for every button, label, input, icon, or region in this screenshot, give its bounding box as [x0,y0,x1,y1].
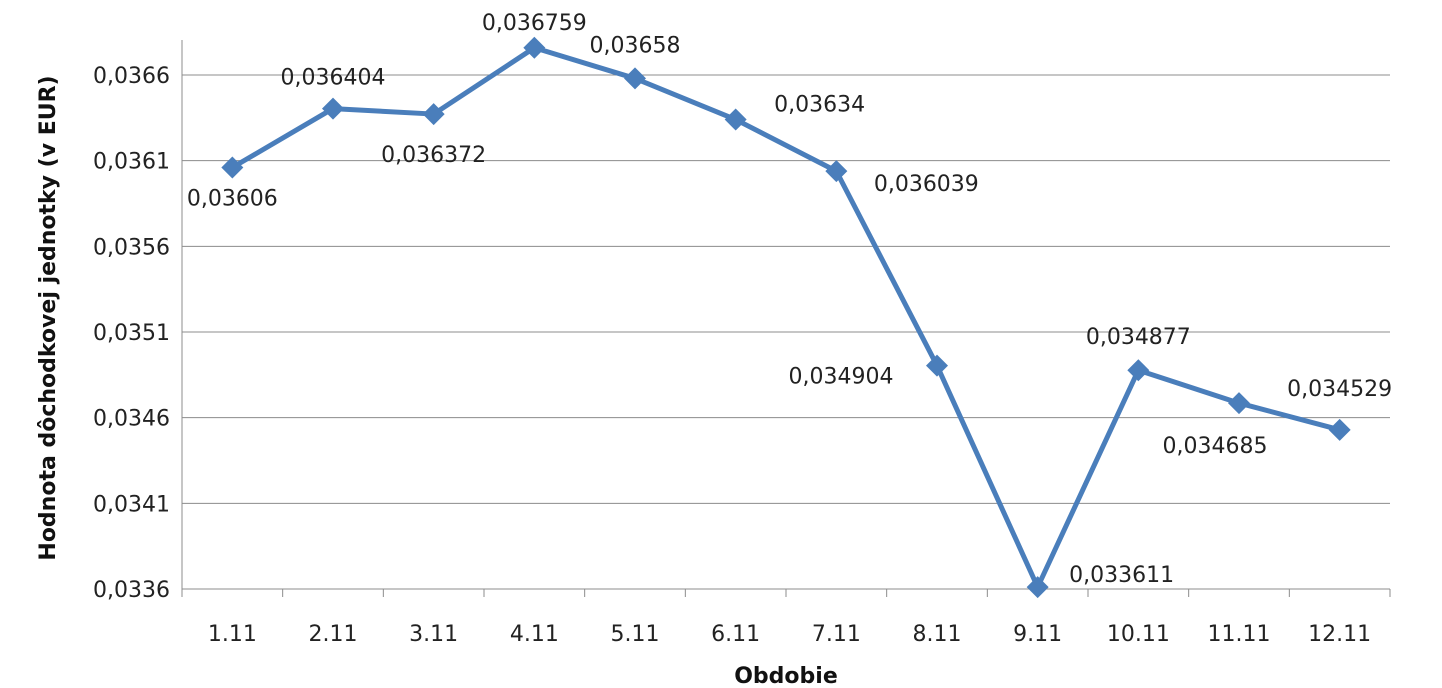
x-tick-label: 12.11 [1308,622,1371,647]
x-axis-ticks: 1.11 2.11 3.11 4.11 5.11 6.11 7.11 8.11 9.11 10.1… [181,589,1391,647]
data-point-marker [1127,359,1150,382]
x-tick-label: 5.11 [611,622,660,647]
x-tick-label: 4.11 [510,622,559,647]
y-tick-label: 0,0346 [93,407,170,432]
data-point-marker [322,97,344,120]
x-tick-label: 11.11 [1208,622,1271,647]
data-label: 0,036372 [381,143,486,168]
y-tick-label: 0,0351 [93,321,170,346]
x-tick-label: 10.11 [1107,622,1170,647]
data-label: 0,034685 [1163,434,1268,459]
data-point-marker [1228,392,1250,415]
data-point-marker [221,156,244,179]
x-axis-title: Obdobie [734,664,838,688]
data-label: 0,034904 [789,365,894,390]
gridlines [181,40,1390,590]
data-label: 0,036404 [281,66,386,91]
data-point-marker [523,36,546,59]
y-tick-label: 0,0336 [93,578,170,603]
x-tick-label: 8.11 [913,622,962,647]
x-tick-label: 9.11 [1013,622,1062,647]
data-point-marker [1328,418,1351,441]
data-label: 0,033611 [1069,563,1174,588]
data-point-marker [624,67,646,90]
y-tick-label: 0,0361 [93,150,170,175]
data-label: 0,034529 [1287,377,1392,402]
series-group [221,36,1351,599]
data-label: 0,03658 [590,33,681,58]
y-tick-label: 0,0341 [93,492,170,517]
data-label: 0,034877 [1086,325,1191,350]
x-tick-label: 2.11 [309,622,358,647]
data-point-marker [825,160,848,183]
x-tick-label: 7.11 [812,622,861,647]
y-axis-title: Hodnota dôchodkovej jednotky (v EUR) [36,75,61,560]
series-line [231,45,1341,590]
data-point-marker [1026,576,1049,599]
x-tick-label: 1.11 [208,622,257,647]
y-tick-label: 0,0366 [93,64,170,89]
data-label: 0,03634 [774,93,865,118]
x-tick-label: 6.11 [711,622,760,647]
y-tick-label: 0,0356 [93,235,170,260]
y-axis-ticks: 0,0336 0,0341 0,0346 0,0351 0,0356 0,0361 0,03… [93,64,170,603]
data-point-marker [724,108,747,131]
data-point-marker [926,354,948,377]
data-point-marker [422,103,445,126]
data-label: 0,036039 [874,172,979,197]
x-tick-label: 3.11 [409,622,458,647]
data-label: 0,036759 [482,11,587,36]
data-label: 0,03606 [187,187,278,212]
